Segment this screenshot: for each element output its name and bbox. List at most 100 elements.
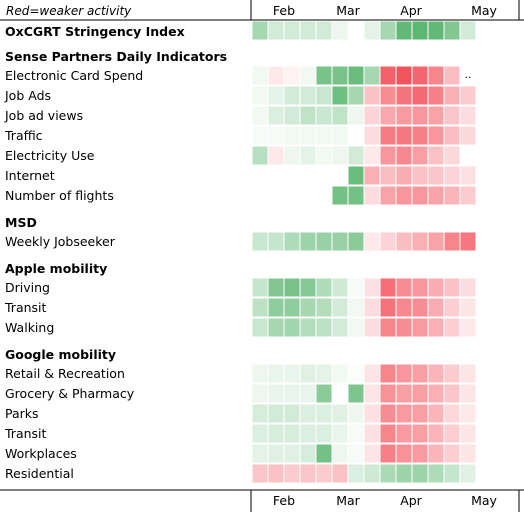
heatmap-cell bbox=[299, 423, 317, 444]
heatmap-cell bbox=[427, 85, 445, 106]
heatmap-cell bbox=[299, 383, 317, 404]
cell-row bbox=[251, 20, 477, 41]
heatmap-cell bbox=[251, 125, 269, 146]
heatmap-cell bbox=[331, 423, 349, 444]
heatmap-cell bbox=[299, 297, 317, 318]
heatmap-cell bbox=[395, 125, 413, 146]
heatmap-cell bbox=[379, 403, 397, 424]
heatmap-cell bbox=[443, 403, 461, 424]
heatmap-cell bbox=[267, 423, 285, 444]
heatmap-cell bbox=[347, 65, 365, 86]
heatmap-cell bbox=[251, 443, 269, 464]
heatmap-cell bbox=[267, 125, 285, 146]
row-label: Transit bbox=[4, 300, 47, 315]
row-label: Grocery & Pharmacy bbox=[5, 386, 135, 401]
heatmap-cell bbox=[427, 297, 445, 318]
bottom-header: Feb Mar Apr May bbox=[0, 489, 524, 512]
heatmap-cell bbox=[267, 105, 285, 126]
heatmap-cell bbox=[395, 65, 413, 86]
heatmap-cell bbox=[411, 105, 429, 126]
heatmap-cell bbox=[283, 277, 301, 298]
month-label: Mar bbox=[336, 493, 360, 508]
cell-row bbox=[251, 277, 477, 298]
heatmap-cell bbox=[459, 403, 477, 424]
heatmap-cell bbox=[395, 423, 413, 444]
heatmap-cell bbox=[315, 85, 333, 106]
heatmap-cell bbox=[395, 231, 413, 252]
heatmap-cell bbox=[267, 317, 285, 338]
heatmap-cell bbox=[395, 363, 413, 384]
heatmap-cell bbox=[411, 443, 429, 464]
heatmap-cell bbox=[315, 443, 333, 464]
heatmap-cell bbox=[315, 297, 333, 318]
heatmap-cell bbox=[395, 403, 413, 424]
heatmap-cell bbox=[283, 145, 301, 166]
heatmap-cell bbox=[459, 463, 477, 484]
heatmap-cell bbox=[443, 165, 461, 186]
row-label: Retail & Recreation bbox=[5, 366, 125, 381]
heatmap-cell bbox=[443, 383, 461, 404]
heatmap-cell bbox=[427, 403, 445, 424]
section-title: MSD bbox=[5, 215, 37, 230]
heatmap-cell bbox=[395, 145, 413, 166]
heatmap-cell bbox=[299, 105, 317, 126]
heatmap-cell bbox=[315, 463, 333, 484]
row-label: Job ad views bbox=[4, 108, 83, 123]
heatmap-cell bbox=[331, 125, 349, 146]
heatmap-cell bbox=[299, 65, 317, 86]
heatmap-cell bbox=[395, 105, 413, 126]
heatmap-cell bbox=[411, 145, 429, 166]
heatmap-cell bbox=[347, 297, 365, 318]
heatmap-cell bbox=[299, 231, 317, 252]
heatmap-cell bbox=[331, 297, 349, 318]
heatmap-cell bbox=[443, 363, 461, 384]
heatmap-cell bbox=[363, 423, 381, 444]
heatmap-cell bbox=[251, 105, 269, 126]
heatmap-cell bbox=[331, 463, 349, 484]
heatmap-cell bbox=[315, 383, 333, 404]
heatmap-cell bbox=[299, 145, 317, 166]
heatmap-cell bbox=[363, 317, 381, 338]
heatmap-cell bbox=[347, 423, 365, 444]
heatmap-cell bbox=[283, 403, 301, 424]
heatmap-cell bbox=[443, 20, 461, 41]
heatmap-cell bbox=[347, 363, 365, 384]
heatmap-cell bbox=[427, 125, 445, 146]
heatmap-cell bbox=[411, 423, 429, 444]
row-label: Parks bbox=[5, 406, 39, 421]
heatmap-cell bbox=[459, 85, 477, 106]
heatmap-cell bbox=[411, 165, 429, 186]
heatmap-cell bbox=[379, 423, 397, 444]
heatmap-cell bbox=[411, 65, 429, 86]
heatmap-cell bbox=[427, 231, 445, 252]
heatmap-cell bbox=[411, 463, 429, 484]
cell-row bbox=[251, 231, 477, 252]
heatmap-cell bbox=[331, 317, 349, 338]
heatmap-cell bbox=[363, 185, 381, 206]
heatmap-cell bbox=[251, 317, 269, 338]
heatmap-cell bbox=[331, 145, 349, 166]
heatmap-cell bbox=[395, 383, 413, 404]
heatmap-cell bbox=[315, 65, 333, 86]
heatmap-cell bbox=[427, 65, 445, 86]
heatmap-cell bbox=[459, 423, 477, 444]
cell-row bbox=[251, 85, 477, 106]
heatmap-cell bbox=[299, 403, 317, 424]
heatmap-cell bbox=[283, 20, 301, 41]
heatmap-cell bbox=[363, 145, 381, 166]
heatmap-cell bbox=[315, 423, 333, 444]
heatmap-cell bbox=[315, 231, 333, 252]
heatmap-cell bbox=[363, 231, 381, 252]
month-label: Feb bbox=[273, 3, 295, 18]
row-label: Residential bbox=[5, 466, 74, 481]
heatmap-cell bbox=[395, 297, 413, 318]
heatmap-cell bbox=[331, 363, 349, 384]
heatmap-cell bbox=[443, 105, 461, 126]
heatmap-cell bbox=[363, 125, 381, 146]
row-label: Number of flights bbox=[5, 188, 114, 203]
heatmap-cell bbox=[379, 297, 397, 318]
heatmap-cell bbox=[427, 105, 445, 126]
month-label: May bbox=[471, 493, 497, 508]
legend-note: Red=weaker activity bbox=[6, 4, 132, 18]
row-label: Weekly Jobseeker bbox=[5, 234, 116, 249]
